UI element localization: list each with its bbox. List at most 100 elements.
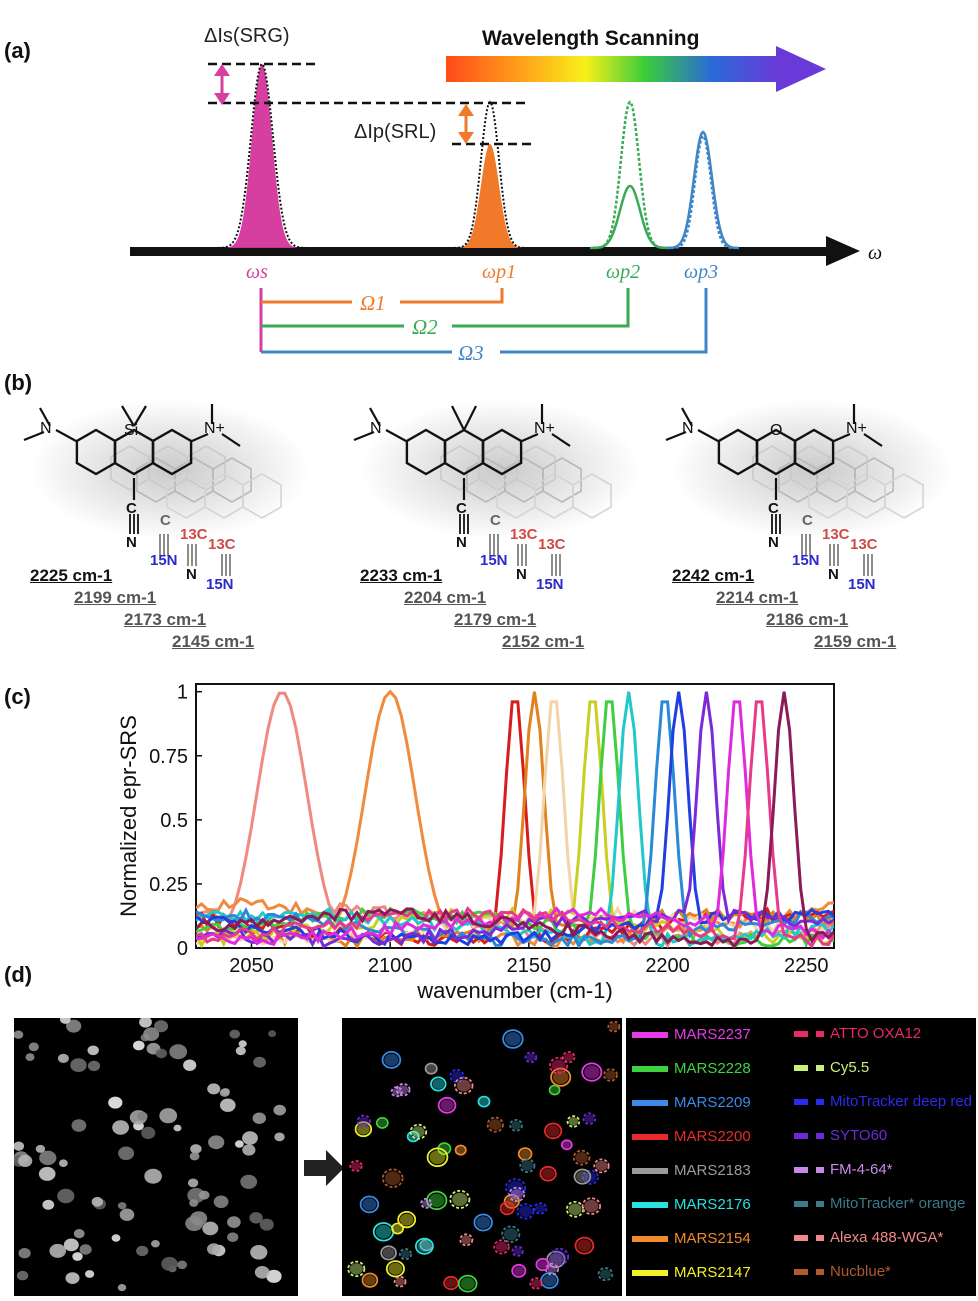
isotope-c13-a: 13C: [822, 526, 850, 543]
legend-label: MARS2209: [674, 1094, 751, 1111]
atom-n-nitrile: N: [768, 534, 779, 551]
srg-arrow-down: [214, 93, 230, 105]
isotope-c13-a: 13C: [510, 526, 538, 543]
segmented-cell-fill: [518, 1205, 532, 1218]
segmented-cell-outline: [593, 1158, 610, 1174]
x-tick-label: 2100: [368, 955, 413, 977]
segmented-cell-outline: [501, 1225, 521, 1243]
cell: [39, 1150, 57, 1166]
segmented-cell-fill: [576, 1171, 589, 1183]
cell: [252, 1112, 266, 1124]
segmented-cell-outline: [574, 1236, 595, 1255]
segmented-cell-outline: [459, 1233, 474, 1247]
legend-dash-swatch: [794, 1031, 824, 1037]
series-line-4: [196, 691, 834, 948]
series-line-6: [196, 700, 834, 948]
segmented-cell-fill: [542, 1274, 557, 1287]
segmented-cell-fill: [551, 1059, 566, 1072]
cell: [70, 1058, 87, 1072]
delta-ip-label: ΔIp(SRL): [354, 121, 436, 143]
segmented-cell-outline: [503, 1193, 520, 1209]
segmented-cell-outline: [359, 1195, 380, 1214]
isotope-c13-a: 13C: [180, 526, 208, 543]
series-line-13: [196, 700, 834, 948]
segmented-cell-outline: [548, 1056, 568, 1075]
segmented-cell-outline: [504, 1178, 526, 1198]
x-axis-label: wavenumber (cm-1): [416, 978, 613, 1003]
segmented-cell-fill: [520, 1149, 531, 1159]
atom-c-ghost: C: [802, 512, 813, 529]
segmented-cell-fill: [577, 1239, 592, 1252]
y-axis-label: Normalized epr-SRS: [116, 715, 141, 917]
legend-swatch: [632, 1065, 668, 1072]
segmented-cell-fill: [398, 1085, 409, 1095]
panel-label-d: (d): [4, 962, 33, 987]
omega2-label-bg: [404, 314, 452, 338]
series-line-8: [196, 691, 834, 948]
molecule-2: [353, 400, 640, 576]
segmented-cell-fill: [456, 1079, 471, 1092]
segmented-cell-fill: [362, 1198, 377, 1211]
segmented-cell-fill: [384, 1053, 399, 1067]
legend-label: MARS2200: [674, 1128, 751, 1145]
srg-arrow-up: [214, 64, 230, 76]
segmented-cell-outline: [499, 1201, 515, 1216]
cell: [49, 1243, 66, 1258]
segmented-cell-outline: [356, 1114, 371, 1128]
segmented-cell-fill: [422, 1199, 431, 1207]
segmented-cell-outline: [397, 1211, 417, 1229]
cell: [35, 1144, 46, 1153]
cell: [249, 1212, 263, 1224]
segmented-cell-fill: [445, 1278, 457, 1288]
atom-c-ghost: C: [160, 512, 171, 529]
omega-axis-label: ω: [868, 242, 882, 264]
ring: [808, 473, 848, 519]
wp2-label: ωp2: [606, 261, 640, 283]
segmented-cell-fill: [584, 1199, 599, 1213]
segmented-cell-outline: [581, 1197, 602, 1215]
legend-right-item: ATTO OXA12: [794, 1026, 974, 1042]
wavenumber-label-1: 2233 cm-1: [360, 566, 443, 585]
legend-dash-swatch: [794, 1269, 824, 1275]
series-line-10: [196, 691, 834, 947]
cell: [207, 1243, 221, 1255]
segmented-cell-outline: [437, 1096, 457, 1114]
srl-arrow-down: [458, 132, 474, 144]
isotope-n15-b: 15N: [536, 576, 564, 593]
ws-label: ωs: [246, 261, 268, 283]
isotope-n15-a: 15N: [792, 552, 820, 569]
legend-right-item: Cy5.5: [794, 1060, 974, 1076]
segmented-cell-outline: [511, 1263, 527, 1278]
cell: [242, 1144, 256, 1156]
wavenumber-label-1: 2242 cm-1: [672, 566, 755, 585]
ring: [884, 473, 924, 519]
raw-cells: [14, 1018, 287, 1292]
cell: [253, 1056, 266, 1068]
wp3-peak-dotted: [670, 134, 736, 250]
legend-left-item: MARS2209: [632, 1094, 751, 1111]
legend-dash-swatch: [794, 1133, 824, 1139]
wavenumber-label-3: 2186 cm-1: [766, 610, 849, 629]
segmented-cell-outline: [375, 1117, 389, 1129]
ring: [204, 473, 244, 519]
cell: [111, 1234, 121, 1242]
segmented-cell-outline: [457, 1274, 478, 1293]
series-line-7: [196, 700, 834, 948]
segmented-cell-fill: [564, 1053, 574, 1062]
cell: [63, 1238, 79, 1252]
segmented-cell-fill: [550, 1086, 559, 1094]
cell: [202, 1221, 219, 1236]
ring: [778, 457, 818, 503]
molecule-3: [665, 400, 952, 576]
ring: [793, 428, 835, 476]
segmented-cell-outline: [486, 1116, 504, 1133]
segmented-cell-outline: [529, 1277, 543, 1290]
wavenumber-label-1: 2225 cm-1: [30, 566, 113, 585]
segmented-cell-outline: [361, 1272, 379, 1288]
wavelength-arrow-head: [776, 46, 826, 92]
omega1-label-bg: [352, 290, 400, 314]
segmented-cell-fill: [384, 1171, 401, 1186]
segmented-cell-fill: [584, 1114, 594, 1123]
cell: [169, 1044, 188, 1060]
legend-left-item: MARS2183: [632, 1162, 751, 1179]
